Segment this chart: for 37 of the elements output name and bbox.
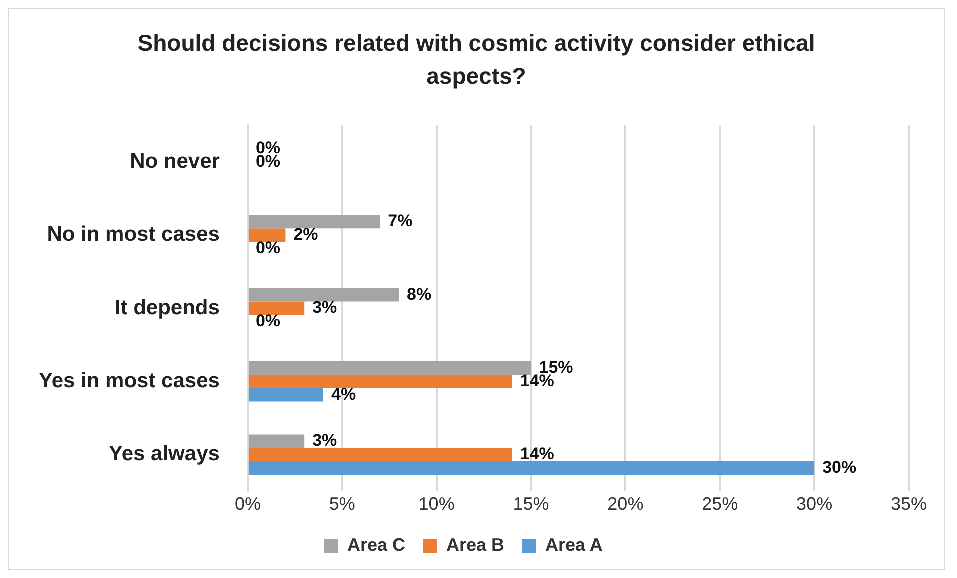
bar (248, 448, 512, 462)
data-label: 30% (822, 458, 857, 477)
data-label: 3% (312, 298, 338, 318)
data-label: 0% (256, 238, 281, 258)
y-tick-label: No in most cases (47, 223, 220, 246)
x-tick-label: 20% (608, 494, 644, 514)
data-label: 14% (520, 444, 554, 464)
bar (248, 462, 815, 475)
data-label: 8% (407, 284, 432, 304)
bar (248, 434, 305, 448)
x-tick-label: 15% (513, 494, 550, 514)
data-label: 2% (294, 225, 318, 244)
y-tick-label: No never (130, 150, 220, 173)
data-label: 4% (331, 384, 356, 404)
x-tick-label: 10% (418, 494, 455, 514)
bar (248, 288, 400, 302)
x-tick-label: 25% (702, 494, 738, 514)
legend-label: Area C (347, 534, 406, 555)
chart-title: Should decisions related with cosmic activity consider ethical aspects? (136, 29, 816, 91)
y-tick-label: It depends (114, 296, 220, 320)
y-tick-label: Yes in most cases (38, 369, 220, 392)
x-tick-label: 0% (234, 494, 261, 514)
bar (248, 374, 512, 388)
bar (248, 215, 380, 229)
legend-label: Area A (546, 534, 603, 555)
bar (248, 302, 305, 316)
bar (248, 388, 324, 402)
bar (248, 228, 286, 242)
x-tick-label: 35% (890, 494, 928, 514)
legend-label: Area B (446, 534, 505, 555)
x-tick-label: 30% (796, 494, 833, 514)
bar (248, 362, 532, 375)
data-label: 3% (312, 431, 338, 450)
data-label: 7% (388, 212, 413, 231)
y-tick-label: Yes always (109, 442, 220, 466)
x-tick-label: 5% (329, 494, 356, 514)
data-label: 0% (256, 312, 281, 331)
